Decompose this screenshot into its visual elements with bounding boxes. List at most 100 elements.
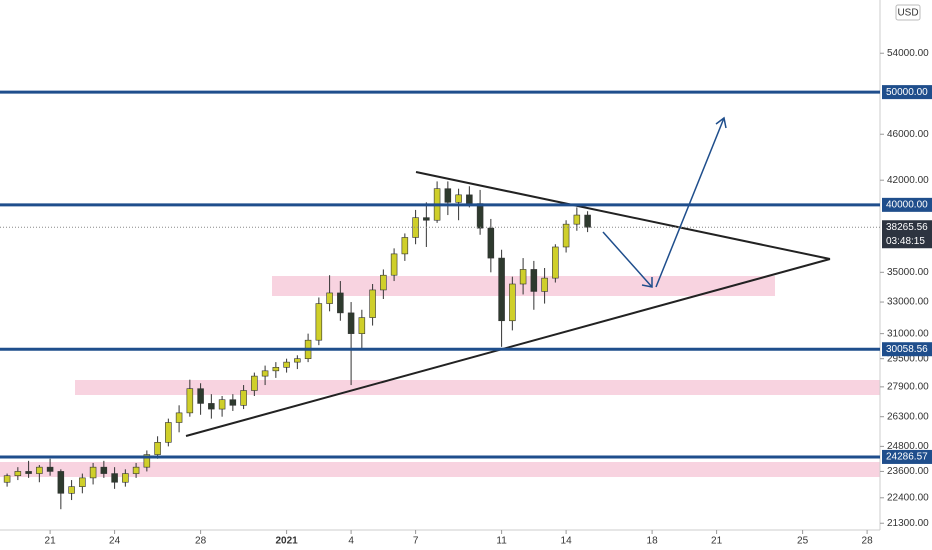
candle-body (326, 292, 333, 304)
candle-body (68, 486, 75, 494)
candle-body (466, 194, 473, 204)
arrow (602, 231, 653, 288)
x-tick-label: 24 (109, 536, 121, 547)
candle-body (412, 217, 419, 238)
x-tick-label: 21 (711, 536, 723, 547)
x-tick-label: 11 (496, 536, 507, 547)
level-label-box (882, 449, 932, 464)
y-tick-label: 23600.00 (887, 466, 929, 477)
candle-body (584, 214, 591, 228)
candle-body (100, 466, 108, 474)
y-tick-label: 31000.00 (887, 328, 929, 339)
y-tick-label: 21300.00 (887, 518, 929, 529)
candle-body (197, 388, 204, 404)
candle-body (122, 473, 129, 483)
candle-body (390, 253, 398, 276)
candle-body (111, 473, 118, 483)
y-tick-label: 54000.00 (887, 48, 929, 59)
candle-body (444, 188, 452, 203)
x-tick-label: 4 (348, 536, 354, 547)
level-label-box (882, 197, 932, 212)
drawings (185, 116, 831, 437)
candle-body (476, 203, 484, 229)
candle-body (3, 475, 11, 483)
y-tick-label: 24800.00 (887, 441, 929, 452)
x-tick-label: 14 (561, 536, 573, 547)
y-tick-label: 46000.00 (887, 129, 929, 140)
candle-body (208, 403, 215, 410)
candle-body (509, 283, 516, 322)
level-label: 30058.56 (886, 344, 928, 355)
currency: USD (897, 8, 918, 19)
candle-body (46, 466, 54, 472)
candle-body (380, 274, 387, 291)
candle-body (315, 303, 323, 341)
arrow-head (715, 116, 727, 129)
candle-body (272, 367, 280, 372)
x-tick-label: 2021 (275, 536, 298, 547)
y-tick-label: 27900.00 (887, 382, 929, 393)
y-tick-label: 42000.00 (887, 175, 929, 186)
candle-body (229, 399, 237, 406)
x-tick-label: 28 (195, 536, 207, 547)
candle-body (175, 412, 183, 423)
candle-body (519, 269, 527, 285)
candle-body (401, 237, 409, 255)
candle-body (487, 227, 495, 259)
y-tick-label: 26300.00 (887, 411, 929, 422)
candle-body (530, 269, 538, 292)
candle-body (261, 370, 269, 377)
candle-body (541, 277, 548, 292)
candle-body (57, 471, 65, 494)
candle-body (36, 466, 43, 474)
candle-body (165, 422, 172, 443)
y-tick-label: 35000.00 (887, 267, 929, 278)
level-label: 40000.00 (886, 199, 928, 210)
candle-body (358, 317, 366, 334)
level-label: 50000.00 (886, 87, 928, 98)
candle-body (186, 388, 194, 414)
arrow-head (641, 277, 653, 288)
candle-body (552, 246, 559, 279)
trend-line (415, 171, 831, 260)
currency-badge[interactable] (895, 4, 921, 21)
trend-line (185, 258, 831, 437)
candle-body (347, 312, 355, 334)
countdown: 03:48:15 (886, 236, 925, 247)
candle-body (132, 466, 140, 474)
candle-body (423, 217, 430, 221)
candle-body (283, 361, 290, 368)
candle-body (25, 471, 32, 474)
candle-body (562, 223, 570, 248)
arrow (655, 117, 725, 288)
candle-body (498, 257, 505, 322)
level-label-box (882, 342, 932, 357)
x-tick-label: 28 (862, 536, 874, 547)
candle-body (455, 194, 462, 203)
y-tick-label: 22400.00 (887, 492, 929, 503)
level-label: 24286.57 (886, 452, 928, 463)
x-tick-label: 21 (45, 536, 57, 547)
pink-zone (0, 462, 880, 477)
candle-body (89, 466, 97, 479)
pink-zone (75, 380, 880, 395)
candle-body (294, 358, 301, 363)
candle-body (337, 292, 344, 314)
y-tick-label: 33000.00 (887, 297, 929, 308)
candle-body (154, 442, 161, 455)
y-tick-label: 29500.00 (887, 353, 929, 364)
level-label-box (882, 85, 932, 100)
candle-body (218, 399, 226, 410)
x-tick-label: 25 (797, 536, 809, 547)
candle-body (14, 471, 22, 477)
candle-body (143, 454, 151, 468)
x-tick-label: 7 (413, 536, 419, 547)
candle-body (251, 375, 258, 391)
candle-body (240, 390, 247, 406)
candle-body (573, 214, 581, 225)
last-price-label: 38265.56 (886, 222, 928, 233)
last-price-box (882, 220, 932, 249)
candle-body (79, 477, 86, 487)
